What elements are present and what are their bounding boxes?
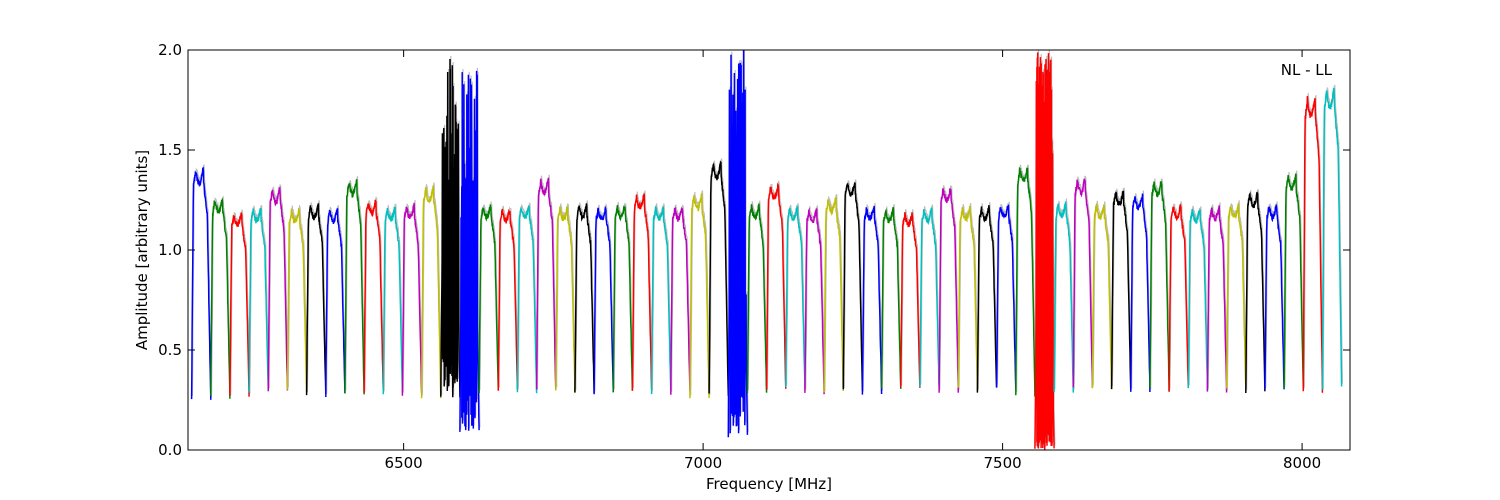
y-tick-label: 1.0 [158,241,182,259]
channel-trace [1187,208,1209,392]
channel-trace [880,207,902,389]
y-tick-label: 0.5 [158,341,182,359]
channel-trace [363,199,385,393]
y-axis-label: Amplitude [arbitrary units] [133,150,151,350]
channel-trace [325,208,346,398]
channel-trace [1072,178,1094,388]
x-tick-label: 7000 [684,454,722,472]
channel-trace [459,70,480,432]
channel-trace [708,160,730,396]
x-axis: 6500 7000 7500 8000 [385,50,1321,472]
channel-trace [305,203,327,396]
channel-trace [210,197,231,399]
channel-trace [478,204,500,394]
channel-trace [1225,203,1247,389]
channel-trace [785,204,806,389]
channel-trace [1302,96,1324,393]
channel-trace [670,206,691,395]
channel-trace [823,197,845,393]
channel-trace [1149,180,1170,392]
y-tick-label: 1.5 [158,141,182,159]
channel-trace [650,206,672,395]
channel-trace [420,185,442,399]
channel-trace [497,208,519,391]
channel-trace [804,207,825,395]
channel-trace [919,207,940,388]
channel-trace [612,204,634,392]
channel-trace [1283,173,1305,390]
channel-trace [1091,203,1113,389]
channel-trace [286,208,308,392]
polarization-annotation: NL - LL [1281,61,1333,79]
channel-trace [1053,201,1075,393]
channel-trace [861,205,883,395]
x-axis-label: Frequency [MHz] [706,475,832,493]
channel-trace [555,206,576,394]
channel-trace [190,166,212,400]
channel-trace [976,205,998,393]
channel-trace [382,206,404,395]
channel-trace [1264,204,1285,390]
channel-trace [574,203,595,393]
x-tick-label: 6500 [385,454,423,472]
channel-trace [957,206,979,391]
channel-trace [229,212,250,397]
x-tick-label: 8000 [1283,454,1321,472]
channel-trace [1110,190,1132,392]
channel-trace [248,207,270,393]
channel-trace [401,203,423,396]
channel-shadow-trace [517,202,538,391]
channel-trace [1245,191,1266,394]
channel-trace [344,179,365,395]
series-layer [190,50,1343,450]
channel-trace [727,50,749,438]
channel-trace [995,204,1017,390]
channel-trace [746,203,768,394]
y-tick-label: 0.0 [158,441,182,459]
channel-trace [1321,87,1343,390]
channel-trace [1015,167,1036,397]
channel-trace [1034,52,1055,450]
channel-trace [689,193,710,399]
channel-trace [1206,205,1228,393]
channel-trace [842,182,864,391]
channel-trace [765,182,787,390]
channel-trace [535,177,557,390]
channel-trace [1130,193,1151,393]
channel-trace [440,58,461,398]
y-axis: 0.0 0.5 1.0 1.5 2.0 [158,41,1350,459]
x-tick-label: 7500 [984,454,1022,472]
channel-trace [516,205,538,394]
channel-trace [1168,204,1190,392]
channel-trace [267,186,289,392]
channel-trace [631,193,653,391]
channel-trace [593,205,615,395]
y-tick-label: 2.0 [158,41,182,59]
channel-trace [938,188,960,393]
channel-trace [900,211,921,388]
